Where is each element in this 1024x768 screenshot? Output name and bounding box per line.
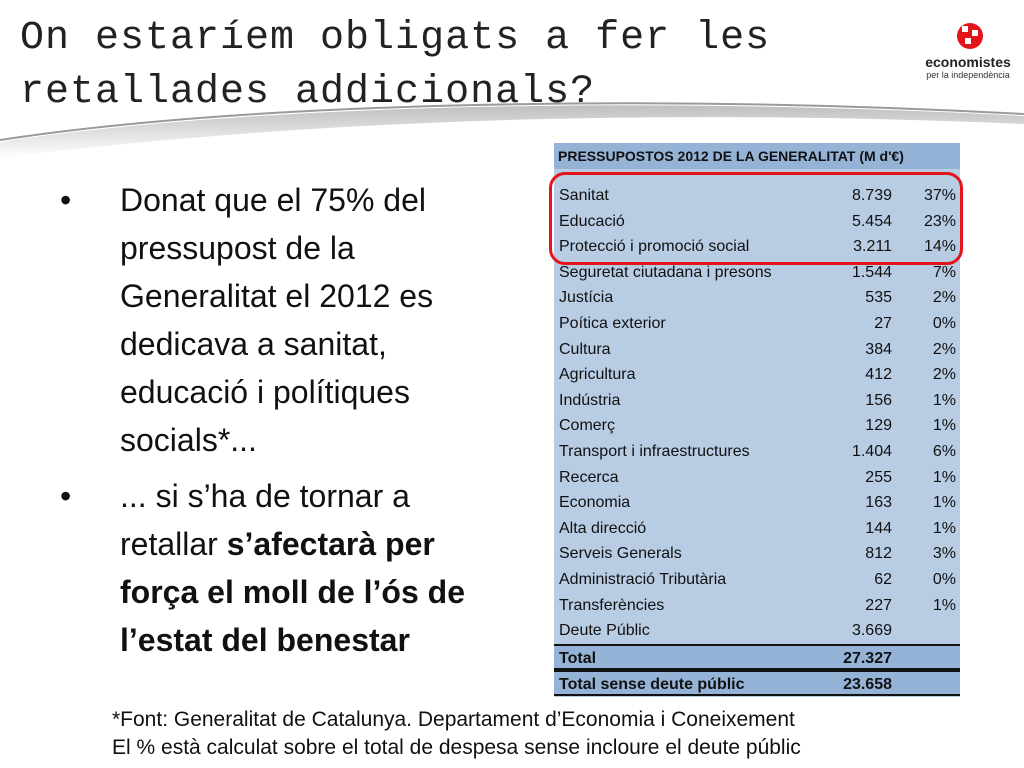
table-row: Transport i infraestructures 1.404 6%	[554, 439, 960, 465]
row-name: Administració Tributària	[559, 571, 727, 588]
bullet-item: • Donat que el 75% del pressupost de la …	[60, 176, 500, 464]
row-value: 62	[874, 571, 892, 588]
bullet-item: • ... si s’ha de tornar a retallar s’afe…	[60, 472, 500, 664]
table-row: Seguretat ciutadana i presons 1.544 7%	[554, 260, 960, 286]
row-percent: 2%	[932, 289, 956, 307]
bullet-text-bold: s’afectarà per força el moll de l’ós de …	[120, 526, 465, 658]
row-value: 8.739	[851, 187, 892, 204]
row-percent: 1%	[932, 596, 956, 614]
title-swoosh-decoration	[0, 102, 1024, 158]
row-percent: 3%	[932, 545, 956, 563]
row-value: 129	[865, 417, 892, 435]
row-name: Indústria	[559, 391, 621, 409]
row-percent: 1%	[932, 494, 956, 512]
total-value: 27.327	[843, 649, 892, 667]
table-header: PRESSUPOSTOS 2012 DE LA GENERALITAT (M d…	[554, 143, 960, 169]
bullet-symbol: •	[60, 182, 72, 218]
row-percent: 14%	[923, 238, 956, 256]
row-value: 535	[865, 289, 892, 307]
table-row: Recerca 255 1%	[554, 465, 960, 491]
row-percent: 1%	[932, 417, 956, 435]
row-name: Serveis Generals	[559, 545, 682, 563]
row-name: Protecció i promoció social	[559, 238, 750, 256]
row-name: Seguretat ciutadana i presons	[559, 263, 772, 281]
bullet-text: ... si s’ha de tornar a retallar	[120, 478, 410, 562]
table-row: Administració Tributària 62 0%	[554, 567, 960, 593]
row-value: 163	[865, 494, 892, 512]
table-row: Cultura 384 2%	[554, 337, 960, 363]
total-name: Total	[559, 649, 597, 667]
footnote-note: El % està calculat sobre el total de des…	[112, 736, 801, 759]
row-percent: 1%	[932, 519, 956, 537]
row-value: 227	[865, 596, 892, 614]
row-percent: 1%	[932, 468, 956, 486]
footnote-source: *Font: Generalitat de Catalunya. Departa…	[112, 708, 795, 731]
row-name: Recerca	[559, 468, 619, 486]
table-row: Poítica exterior 27 0%	[554, 311, 960, 337]
table-row: Comerç 129 1%	[554, 413, 960, 439]
economistes-logo: economistes per la independència	[918, 20, 1018, 82]
table-total-row: Total sense deute públic 23.658	[554, 669, 960, 696]
total-value: 23.658	[843, 675, 892, 693]
row-percent: 23%	[923, 212, 956, 230]
row-name: Cultura	[559, 340, 611, 358]
table-row: Indústria 156 1%	[554, 388, 960, 414]
row-name: Sanitat	[559, 187, 609, 204]
row-name: Comerç	[559, 417, 616, 435]
footnote: *Font: Generalitat de Catalunya. Departa…	[112, 706, 801, 762]
bullet-text: Donat que el 75% del pressupost de la Ge…	[120, 182, 434, 458]
row-percent: 2%	[932, 340, 956, 358]
bullet-symbol: •	[60, 478, 72, 514]
row-value: 3.669	[851, 622, 892, 640]
row-percent: 0%	[932, 571, 956, 588]
table-row: Economia 163 1%	[554, 490, 960, 516]
row-value: 27	[874, 315, 892, 332]
row-name: Justícia	[559, 289, 614, 307]
logo-name: economistes	[925, 54, 1011, 70]
row-name: Educació	[559, 212, 625, 230]
row-value: 412	[865, 366, 892, 384]
logo-mark-icon	[957, 23, 983, 49]
row-name: Deute Públic	[559, 622, 650, 640]
row-percent: 6%	[932, 443, 956, 460]
table-row: Agricultura 412 2%	[554, 362, 960, 388]
row-percent: 2%	[932, 366, 956, 384]
table-row: Sanitat 8.739 37%	[554, 183, 960, 209]
slide-title: On estaríem obligats a fer les retallade…	[20, 16, 771, 115]
row-name: Transport i infraestructures	[559, 443, 750, 460]
row-value: 1.404	[851, 443, 892, 460]
table-row: Serveis Generals 812 3%	[554, 541, 960, 567]
table-row: Justícia 535 2%	[554, 285, 960, 311]
row-value: 144	[865, 519, 892, 537]
row-name: Transferències	[559, 596, 665, 614]
budget-table: PRESSUPOSTOS 2012 DE LA GENERALITAT (M d…	[554, 143, 960, 697]
row-value: 384	[865, 340, 892, 358]
row-percent: 1%	[932, 391, 956, 409]
table-total-row: Total 27.327	[554, 643, 960, 670]
bullet-list: • Donat que el 75% del pressupost de la …	[60, 176, 500, 672]
row-name: Alta direcció	[559, 519, 647, 537]
row-value: 5.454	[851, 212, 892, 230]
row-name: Economia	[559, 494, 631, 512]
row-value: 1.544	[851, 263, 892, 281]
table-row: Alta direcció 144 1%	[554, 516, 960, 542]
table-row: Transferències 227 1%	[554, 593, 960, 619]
row-percent: 37%	[923, 187, 956, 204]
table-row: Deute Públic 3.669	[554, 618, 960, 644]
row-percent: 7%	[932, 263, 956, 281]
logo-subtitle: per la independència	[926, 70, 1010, 80]
row-value: 812	[865, 545, 892, 563]
total-name: Total sense deute públic	[559, 675, 745, 693]
row-value: 3.211	[853, 238, 892, 256]
table-row: Protecció i promoció social 3.211 14%	[554, 234, 960, 260]
row-name: Poítica exterior	[559, 315, 666, 332]
row-name: Agricultura	[559, 366, 636, 384]
table-row: Educació 5.454 23%	[554, 209, 960, 235]
row-percent: 0%	[932, 315, 956, 332]
row-value: 156	[865, 391, 892, 409]
row-value: 255	[865, 468, 892, 486]
